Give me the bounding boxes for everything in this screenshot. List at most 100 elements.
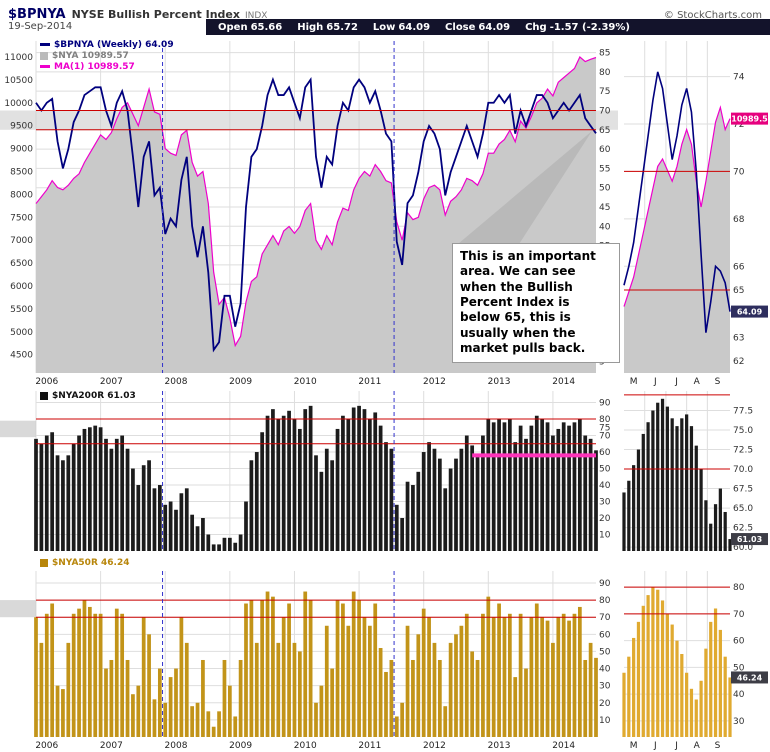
svg-text:S: S bbox=[715, 377, 721, 387]
svg-text:72.5: 72.5 bbox=[733, 446, 753, 456]
svg-text:2008: 2008 bbox=[165, 377, 188, 387]
svg-text:5000: 5000 bbox=[10, 328, 33, 338]
svg-text:2011: 2011 bbox=[358, 377, 381, 387]
svg-text:50: 50 bbox=[599, 647, 611, 657]
svg-text:J: J bbox=[653, 741, 657, 751]
svg-text:70: 70 bbox=[599, 613, 611, 623]
svg-text:63: 63 bbox=[733, 333, 744, 343]
svg-text:85: 85 bbox=[599, 49, 610, 59]
svg-text:68: 68 bbox=[733, 215, 745, 225]
quote-close: Close 64.09 bbox=[445, 21, 511, 33]
svg-text:46.24: 46.24 bbox=[737, 673, 763, 682]
svg-text:50: 50 bbox=[599, 184, 611, 194]
svg-text:2006: 2006 bbox=[35, 377, 58, 387]
svg-text:2010: 2010 bbox=[294, 741, 317, 751]
quote-low: Low 64.09 bbox=[372, 21, 431, 33]
svg-text:10: 10 bbox=[599, 531, 611, 541]
svg-text:2012: 2012 bbox=[423, 377, 446, 387]
svg-text:2010: 2010 bbox=[294, 377, 317, 387]
svg-text:62: 62 bbox=[733, 357, 744, 367]
svg-text:40: 40 bbox=[733, 690, 745, 700]
svg-text:70: 70 bbox=[733, 610, 745, 620]
svg-text:70: 70 bbox=[599, 432, 611, 442]
panel-mini-bot: 80 70 60 50 40 30 M J J A S 46.24 bbox=[618, 555, 770, 751]
svg-text:J: J bbox=[674, 377, 678, 387]
svg-text:20: 20 bbox=[599, 514, 611, 524]
ticker-symbol: $BPNYA bbox=[8, 7, 66, 22]
svg-text:2009: 2009 bbox=[229, 741, 252, 751]
svg-text:9000: 9000 bbox=[10, 145, 33, 155]
panel-mini-top: 74 72 70 68 66 65 63 62 M J J A S 10989.5 64.09 bbox=[618, 35, 770, 387]
svg-text:70.0: 70.0 bbox=[733, 465, 753, 475]
svg-text:74: 74 bbox=[733, 73, 745, 83]
svg-text:80: 80 bbox=[599, 596, 611, 606]
exchange-label: INDX bbox=[244, 11, 268, 21]
svg-text:8000: 8000 bbox=[10, 190, 33, 200]
svg-text:10989.5: 10989.5 bbox=[731, 115, 768, 124]
svg-text:2007: 2007 bbox=[100, 741, 123, 751]
svg-text:S: S bbox=[715, 741, 721, 751]
svg-text:50: 50 bbox=[733, 663, 745, 673]
svg-text:70: 70 bbox=[733, 167, 745, 177]
svg-text:60: 60 bbox=[733, 637, 745, 647]
svg-text:80: 80 bbox=[733, 583, 745, 593]
svg-text:10: 10 bbox=[599, 716, 611, 726]
svg-text:60: 60 bbox=[599, 448, 611, 458]
svg-text:2014: 2014 bbox=[552, 741, 575, 751]
svg-text:M: M bbox=[630, 741, 638, 751]
svg-text:2013: 2013 bbox=[488, 741, 511, 751]
svg-text:75: 75 bbox=[599, 87, 610, 97]
svg-text:7500: 7500 bbox=[10, 213, 33, 223]
svg-text:50: 50 bbox=[599, 465, 611, 475]
quote-change: Chg -1.57 (-2.39%) bbox=[525, 21, 630, 33]
svg-text:6500: 6500 bbox=[10, 259, 33, 269]
svg-text:4500: 4500 bbox=[10, 351, 33, 361]
stockcharts-copyright-link[interactable]: © StockCharts.com bbox=[663, 10, 762, 21]
svg-text:90: 90 bbox=[599, 579, 611, 589]
svg-text:2011: 2011 bbox=[358, 741, 381, 751]
svg-text:66: 66 bbox=[733, 262, 745, 272]
chart-header: $BPNYA NYSE Bullish Percent Index INDX © S… bbox=[0, 0, 770, 22]
svg-text:2007: 2007 bbox=[100, 377, 123, 387]
svg-text:J: J bbox=[674, 741, 678, 751]
svg-text:60: 60 bbox=[599, 145, 611, 155]
svg-text:A: A bbox=[694, 377, 701, 387]
svg-text:9500: 9500 bbox=[10, 122, 33, 132]
svg-text:2006: 2006 bbox=[35, 741, 58, 751]
svg-text:5500: 5500 bbox=[10, 305, 33, 315]
svg-text:30: 30 bbox=[599, 498, 611, 508]
quote-row: 19-Sep-2014 Open 65.66 High 65.72 Low 64.09… bbox=[0, 19, 770, 35]
svg-text:75: 75 bbox=[599, 423, 610, 433]
svg-text:10500: 10500 bbox=[4, 76, 33, 86]
svg-text:77.5: 77.5 bbox=[733, 407, 753, 417]
svg-text:11000: 11000 bbox=[4, 53, 33, 63]
svg-text:40: 40 bbox=[599, 222, 611, 232]
svg-text:40: 40 bbox=[599, 481, 611, 491]
svg-text:2014: 2014 bbox=[552, 377, 575, 387]
svg-text:60.0: 60.0 bbox=[733, 543, 753, 553]
ohlc-quote-bar: Open 65.66 High 65.72 Low 64.09 Close 64.09 … bbox=[206, 19, 770, 35]
svg-text:20: 20 bbox=[599, 699, 611, 709]
svg-text:30: 30 bbox=[599, 682, 611, 692]
svg-text:A: A bbox=[694, 741, 701, 751]
svg-text:70: 70 bbox=[599, 106, 611, 116]
index-name: NYSE Bullish Percent Index bbox=[71, 8, 240, 21]
svg-text:67.5: 67.5 bbox=[733, 485, 753, 495]
svg-text:60: 60 bbox=[599, 630, 611, 640]
svg-text:64.09: 64.09 bbox=[737, 308, 763, 317]
svg-text:M: M bbox=[630, 377, 638, 387]
ticker-title: $BPNYA NYSE Bullish Percent Index INDX bbox=[8, 3, 267, 22]
svg-text:80: 80 bbox=[599, 68, 611, 78]
svg-text:65.0: 65.0 bbox=[733, 504, 753, 514]
svg-text:62.5: 62.5 bbox=[733, 524, 753, 534]
date-label: 19-Sep-2014 bbox=[8, 21, 73, 32]
svg-text:J: J bbox=[653, 377, 657, 387]
svg-text:2009: 2009 bbox=[229, 377, 252, 387]
svg-text:10000: 10000 bbox=[4, 99, 33, 109]
charts-area: 8580757065605550454035302520151051100010… bbox=[0, 35, 770, 751]
svg-text:40: 40 bbox=[599, 665, 611, 675]
svg-text:90: 90 bbox=[599, 399, 611, 409]
svg-text:75.0: 75.0 bbox=[733, 426, 753, 436]
